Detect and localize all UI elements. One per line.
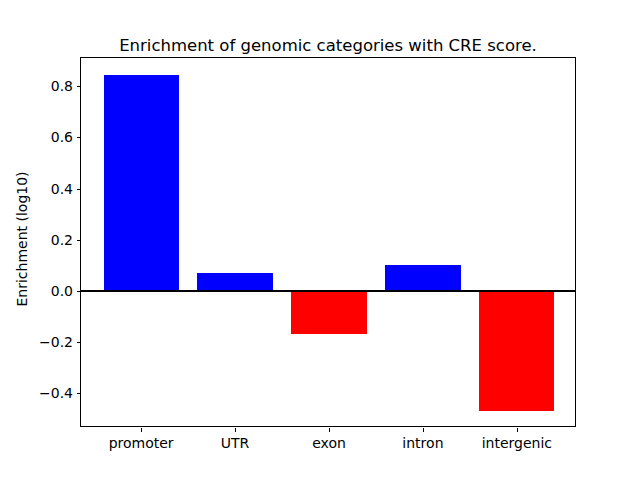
bar-promoter [104, 75, 179, 291]
y-tick-mark [77, 189, 81, 190]
x-tick-mark [141, 428, 142, 432]
x-tick-mark [423, 428, 424, 432]
x-tick-mark [329, 428, 330, 432]
plot-area: 0.80.60.40.20.0−0.2−0.4promoterUTRexonin… [80, 57, 576, 427]
x-tick-label-intergenic: intergenic [457, 435, 577, 451]
y-tick-label: −0.2 [21, 334, 73, 350]
y-tick-mark [77, 342, 81, 343]
y-tick-label: 0.4 [21, 181, 73, 197]
y-tick-mark [77, 393, 81, 394]
y-tick-mark [77, 137, 81, 138]
bar-intron [385, 265, 460, 291]
y-tick-mark [77, 240, 81, 241]
y-tick-label: 0.6 [21, 129, 73, 145]
bar-exon [291, 291, 366, 334]
zero-line [81, 290, 575, 292]
y-tick-label: 0.8 [21, 78, 73, 94]
y-tick-label: 0.0 [21, 283, 73, 299]
chart-title: Enrichment of genomic categories with CR… [80, 36, 576, 55]
y-tick-label: 0.2 [21, 232, 73, 248]
y-tick-mark [77, 86, 81, 87]
bar-intergenic [479, 291, 554, 411]
y-tick-mark [77, 291, 81, 292]
figure: Enrichment of genomic categories with CR… [0, 0, 640, 480]
x-tick-mark [235, 428, 236, 432]
x-tick-mark [517, 428, 518, 432]
y-tick-label: −0.4 [21, 385, 73, 401]
bar-UTR [197, 273, 272, 291]
